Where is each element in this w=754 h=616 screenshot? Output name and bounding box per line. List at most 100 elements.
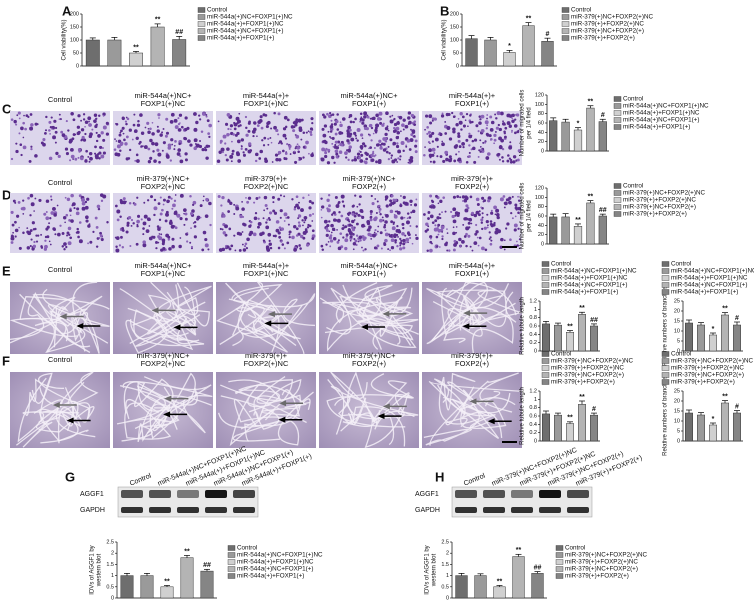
cell [452,127,456,132]
cell [295,234,299,237]
cell [373,147,376,149]
cell [167,143,172,148]
cell [122,197,126,201]
image-caption: FOXP1(+)NC [141,99,186,108]
cell [326,223,330,228]
micrograph [113,281,213,354]
cell [366,115,370,119]
cell [255,152,259,157]
cell [511,117,514,119]
cell [306,226,310,229]
cell [407,241,409,244]
cell [370,126,374,130]
bar [721,314,729,352]
cell [267,137,270,140]
legend-label: Control [551,261,571,268]
cell [300,208,304,212]
cell [308,199,312,203]
cell [58,113,61,116]
cell [294,160,298,164]
cell [509,158,513,162]
cell [508,196,512,200]
cell [240,147,243,150]
cell [336,219,340,222]
cell [119,131,122,134]
cell [204,148,208,152]
cell [509,141,512,144]
cell [115,140,118,142]
cell [325,233,329,237]
cell [220,147,225,152]
cell [361,215,365,219]
legend-swatch [541,379,550,385]
cell [190,245,194,249]
cell [76,125,81,129]
cell [85,149,88,153]
cell [88,123,92,127]
cell [149,156,153,160]
cell [178,244,182,249]
panel-label: H [435,469,444,484]
cell [275,228,280,233]
cell [204,237,208,242]
cell [270,141,273,144]
cell [97,207,101,211]
cell [397,236,399,238]
cell [483,199,487,203]
cell [64,221,66,224]
significance-mark: ** [588,99,594,106]
cell [444,242,448,247]
cell [95,117,98,120]
cell [177,148,182,152]
cell [30,147,33,151]
cell [193,138,198,143]
cell [384,238,388,243]
cell [119,149,122,152]
cell [179,159,184,164]
cell [370,139,373,142]
cell [337,239,340,242]
cell [483,226,487,230]
cell [165,117,169,121]
cell [410,128,412,131]
cell [192,222,195,224]
image-caption: Control [48,265,73,274]
cell [74,157,78,161]
cell [462,146,465,149]
cell [320,197,323,200]
y-axis-label: Relative numbers of branches [663,286,669,366]
cell [351,159,354,162]
blot-band [455,490,477,498]
cell [402,195,406,200]
legend-swatch [541,365,550,371]
y-tick-label: 2 [111,551,114,557]
legend-swatch [613,190,622,196]
cell [409,224,412,227]
cell [407,233,411,237]
y-tick-label: 1 [534,397,537,403]
cell [514,215,517,218]
cell [383,241,386,245]
cell [352,120,355,124]
cell [392,141,397,146]
cell [30,238,33,241]
cell [226,147,230,151]
cell [339,121,342,124]
cell [162,141,166,145]
y-tick-label: 80 [538,111,544,117]
cell [346,212,350,216]
cell [263,195,268,200]
cell [100,199,104,203]
cell [247,196,252,200]
cell [404,124,409,129]
cell [335,152,339,156]
cell [390,220,394,224]
cell [467,221,471,225]
cell [509,160,513,164]
cell [427,211,431,214]
cell [330,119,333,122]
cell [299,234,304,239]
cell [330,137,332,139]
cell [312,213,315,215]
cell [366,221,371,226]
